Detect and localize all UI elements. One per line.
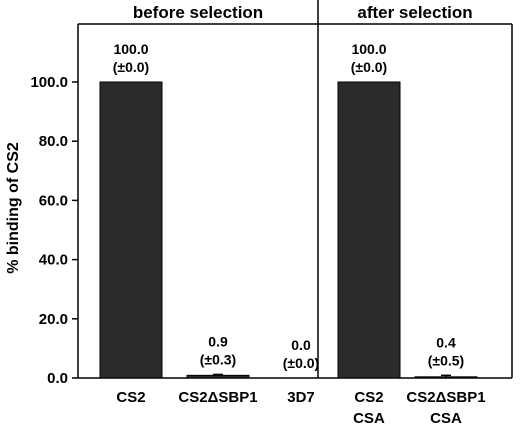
- error-label: (±0.5): [428, 352, 464, 368]
- category-label: 3D7: [287, 389, 315, 406]
- y-tick-label: 20.0: [39, 311, 68, 328]
- error-label: (±0.0): [283, 355, 319, 371]
- y-axis-label: % binding of CS2: [5, 142, 22, 274]
- category-labels: CS2 CS2ΔSBP1 3D7 CS2 CSA CS2ΔSBP1 CSA: [116, 389, 485, 427]
- y-tick-label: 40.0: [39, 252, 68, 269]
- panel-titles: before selection after selection: [133, 3, 473, 22]
- category-label: CS2: [354, 389, 383, 406]
- bars: [99, 81, 478, 379]
- bar: [337, 81, 401, 379]
- category-label: CS2ΔSBP1: [406, 389, 485, 406]
- error-label: (±0.0): [113, 59, 149, 75]
- value-label: 100.0: [113, 41, 148, 57]
- value-labels: 100.0 (±0.0) 0.9 (±0.3) 0.0 (±0.0) 100.0 (±0.0)…: [113, 41, 464, 371]
- error-label: (±0.0): [351, 59, 387, 75]
- y-tick-label: 60.0: [39, 192, 68, 209]
- value-label: 0.0: [291, 337, 311, 353]
- panel-title: after selection: [357, 3, 472, 22]
- value-label: 0.4: [436, 334, 456, 350]
- y-tick-label: 0.0: [47, 370, 68, 387]
- value-label: 100.0: [351, 41, 386, 57]
- category-label: CSA: [430, 410, 462, 427]
- category-label: CSA: [353, 410, 385, 427]
- category-label: CS2ΔSBP1: [178, 389, 257, 406]
- y-tick-label: 100.0: [30, 74, 68, 91]
- category-label: CS2: [116, 389, 145, 406]
- value-label: 0.9: [208, 333, 228, 349]
- y-axis: 0.0 20.0 40.0 60.0 80.0 100.0: [30, 74, 78, 387]
- bar: [99, 81, 163, 379]
- error-label: (±0.3): [200, 351, 236, 367]
- y-tick-label: 80.0: [39, 133, 68, 150]
- panel-title: before selection: [133, 3, 263, 22]
